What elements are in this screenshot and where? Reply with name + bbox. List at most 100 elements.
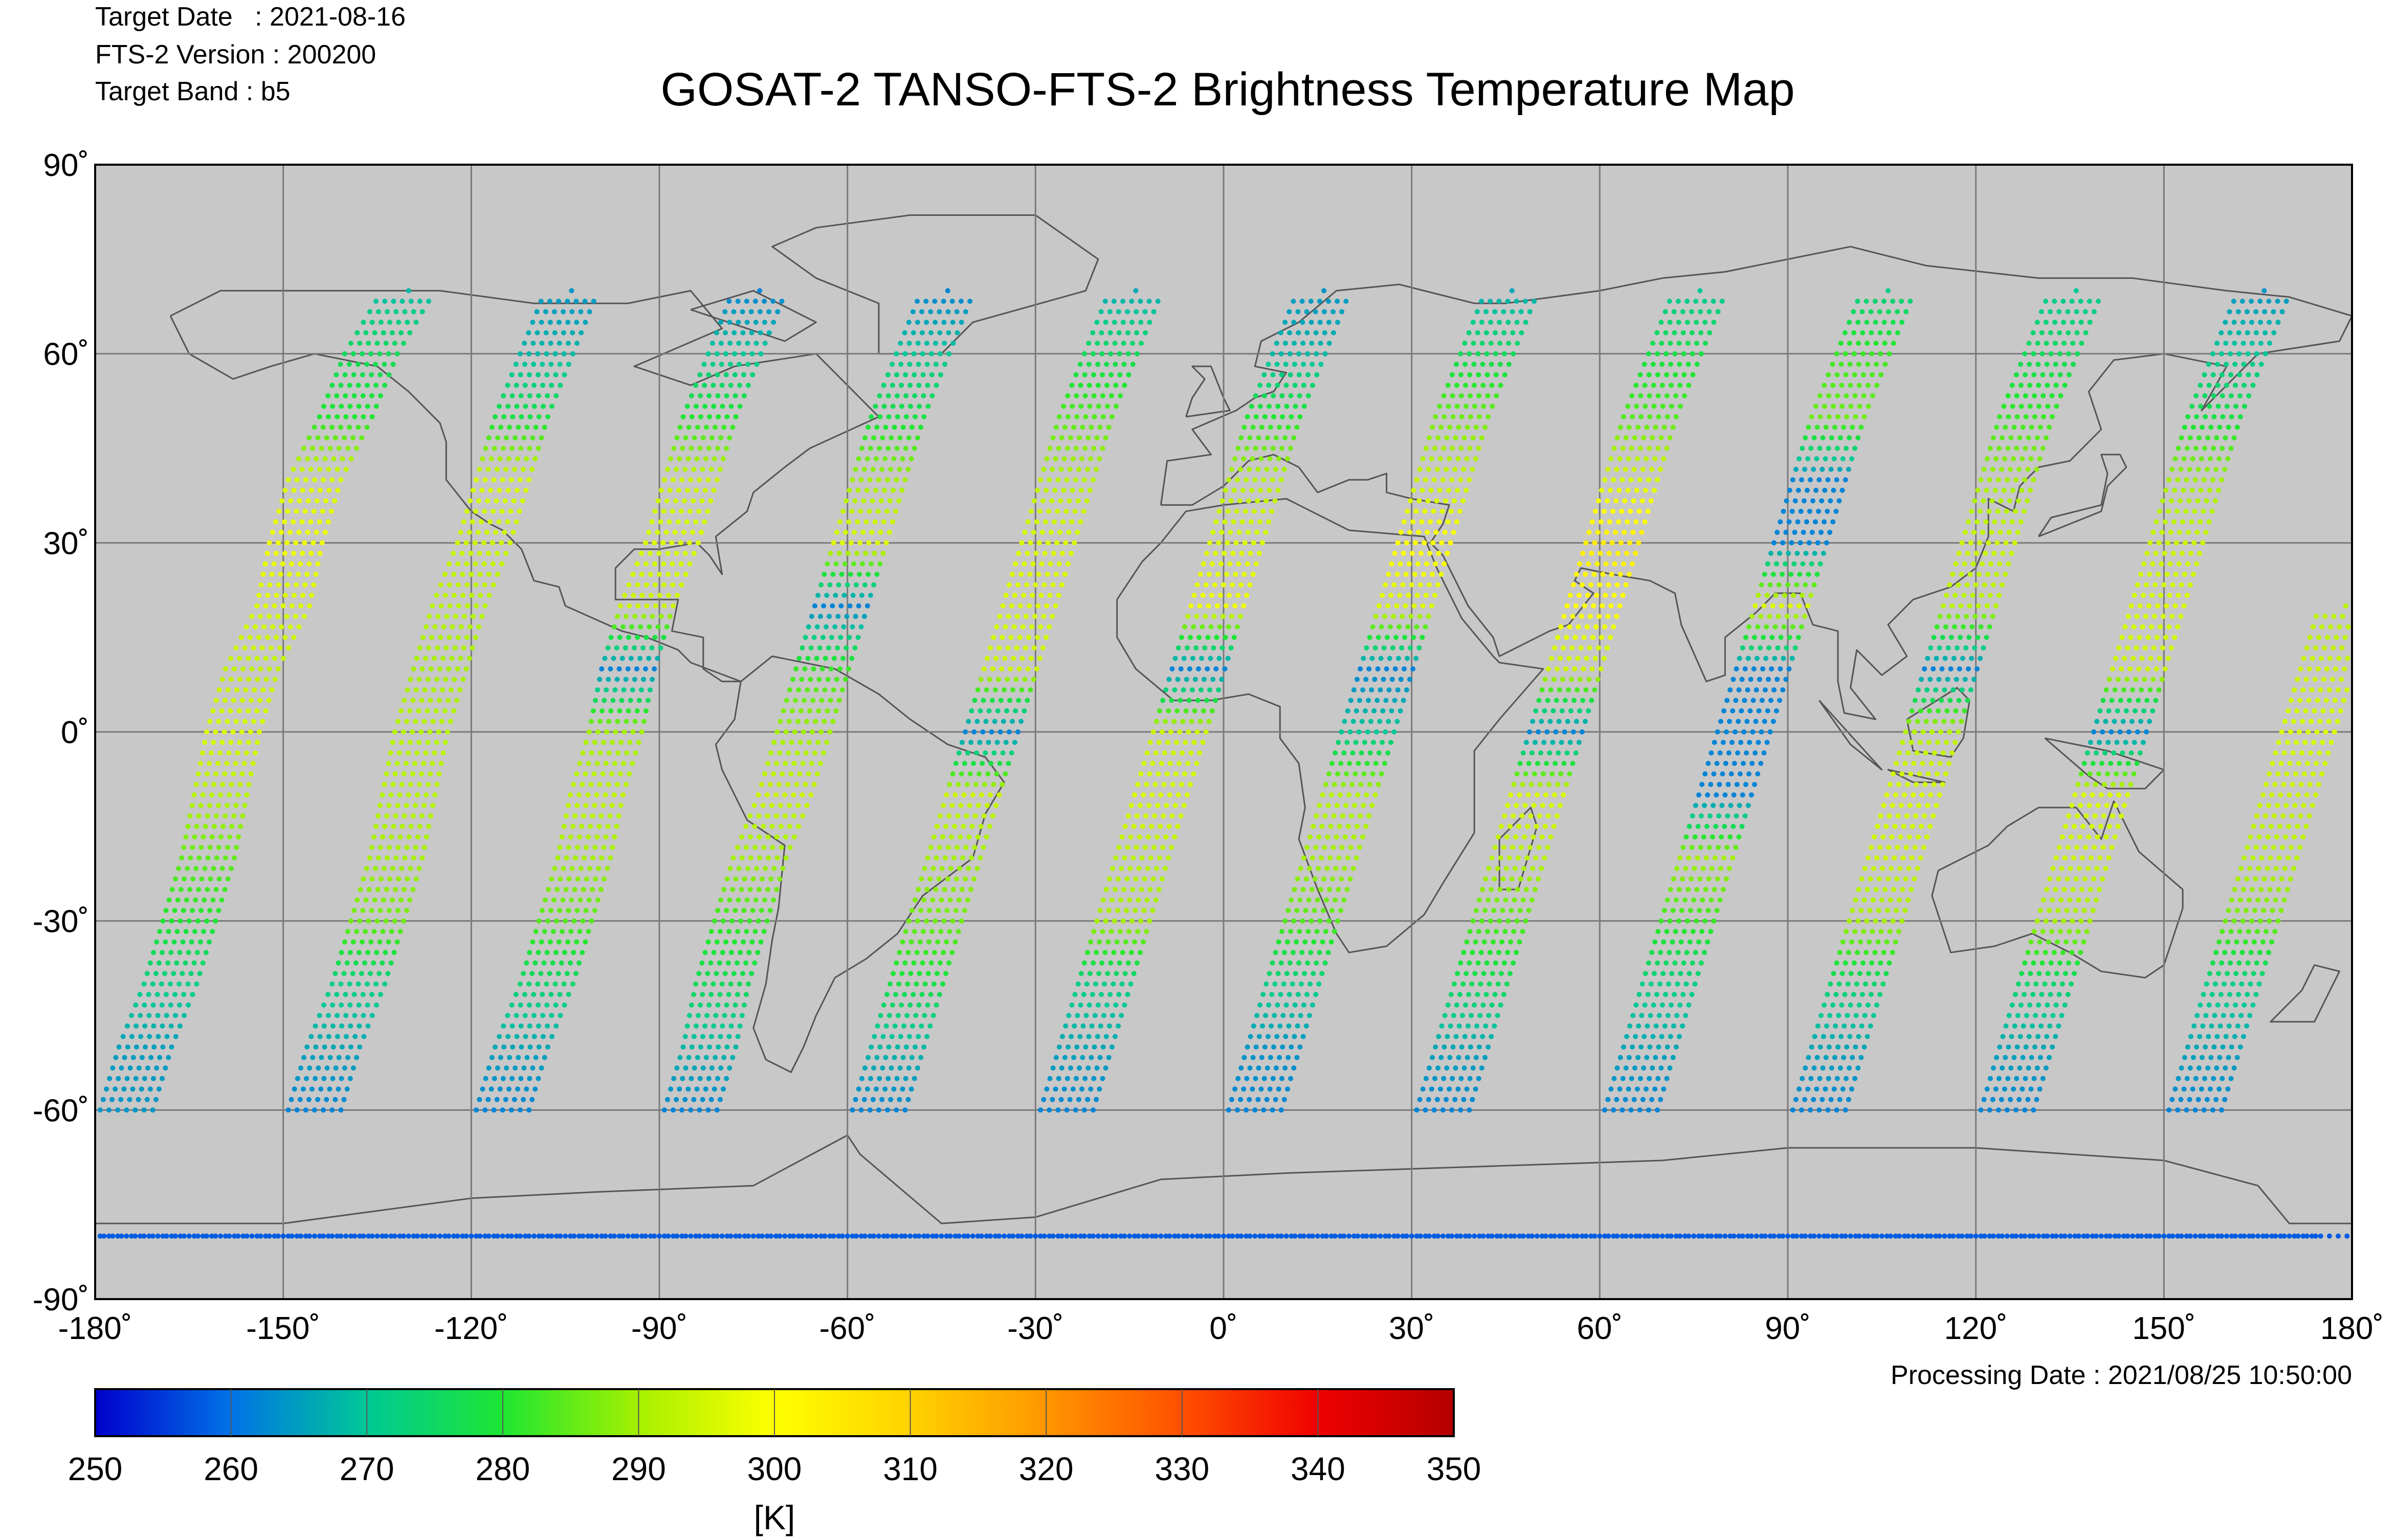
footprint-point [1612, 561, 1617, 566]
footprint-point [1787, 635, 1792, 640]
footprint-point [583, 803, 588, 808]
footprint-point [621, 761, 626, 766]
footprint-point [536, 950, 541, 955]
footprint-point [1502, 372, 1507, 377]
footprint-point [1096, 404, 1101, 409]
footprint-point [1869, 330, 1874, 336]
footprint-point [393, 813, 398, 818]
footprint-point [1296, 992, 1301, 997]
footprint-point [1432, 446, 1437, 451]
footprint-point [726, 992, 731, 997]
footprint-point [850, 477, 855, 482]
footprint-point [970, 792, 975, 797]
footprint-point [1047, 624, 1052, 630]
footprint-point [1494, 372, 1499, 377]
footprint-point [1097, 456, 1102, 461]
footprint-point [584, 877, 589, 882]
footprint-point [101, 1097, 106, 1102]
footprint-point [348, 1023, 353, 1029]
footprint-point [561, 330, 566, 336]
footprint-point [1267, 488, 1272, 493]
footprint-point [1467, 1107, 1472, 1112]
footprint-point [1151, 877, 1156, 882]
footprint-point [1059, 435, 1064, 440]
footprint-point [1180, 750, 1185, 755]
footprint-point [213, 729, 218, 734]
footprint-point [464, 635, 470, 640]
footprint-point [850, 624, 855, 630]
footprint-point [1487, 981, 1492, 987]
footprint-point [987, 677, 992, 682]
footprint-point [544, 981, 549, 987]
footprint-point [1232, 635, 1237, 640]
footprint-point [1653, 425, 1658, 430]
footprint-point [1602, 624, 1607, 630]
footprint-point [724, 414, 729, 419]
footprint-point [1759, 729, 1764, 734]
footprint-point [520, 498, 525, 503]
footprint-point [408, 740, 413, 745]
footprint-point [334, 372, 339, 377]
footprint-point [1655, 372, 1660, 377]
footprint-point [1115, 908, 1120, 913]
footprint-point [1275, 404, 1280, 409]
footprint-point [877, 414, 882, 419]
footprint-point [1548, 834, 1554, 839]
footprint-point [1501, 877, 1506, 882]
footprint-point [887, 530, 892, 535]
footprint-point [1649, 981, 1654, 987]
footprint-point [1117, 961, 1122, 966]
footprint-point [681, 414, 686, 419]
footprint-point [721, 456, 726, 461]
footprint-point [213, 771, 218, 776]
footprint-point [1223, 519, 1228, 524]
footprint-point [942, 887, 947, 892]
footprint-point [1326, 320, 1332, 325]
footprint-point [343, 393, 348, 398]
footprint-point [1364, 792, 1369, 797]
footprint-point [690, 1044, 695, 1050]
footprint-point [577, 834, 582, 839]
footprint-point [662, 604, 667, 609]
footprint-point [1327, 887, 1332, 892]
footprint-point [1683, 1013, 1688, 1018]
footprint-point [1030, 561, 1035, 566]
footprint-point [615, 677, 620, 682]
footprint-point [1148, 855, 1153, 860]
footprint-point [1280, 414, 1285, 419]
footprint-point [249, 771, 254, 776]
footprint-point [759, 351, 764, 356]
footprint-point [1807, 540, 1812, 545]
footprint-point [347, 1002, 352, 1008]
footprint-point [537, 1044, 542, 1050]
footprint-point [196, 771, 201, 776]
footprint-point [1056, 593, 1061, 598]
footprint-point [741, 940, 746, 945]
footprint-point [949, 834, 954, 839]
footprint-point [338, 1107, 343, 1112]
footprint-point [1430, 425, 1435, 430]
footprint-point [1249, 519, 1254, 524]
footprint-point [671, 446, 676, 451]
footprint-point [397, 750, 402, 755]
footprint-point [227, 792, 232, 797]
footprint-point [645, 604, 650, 609]
footprint-point [1185, 645, 1190, 651]
footprint-point [1633, 1002, 1638, 1008]
footprint-point [429, 635, 434, 640]
footprint-point [1007, 729, 1012, 734]
footprint-point [1538, 782, 1543, 787]
footprint-point [1652, 1086, 1657, 1091]
map-title: GOSAT-2 TANSO-FTS-2 Brightness Temperatu… [660, 63, 1794, 116]
footprint-point [1702, 803, 1707, 808]
footprint-point [498, 1055, 503, 1060]
footprint-point [1096, 1002, 1101, 1008]
footprint-point [1852, 372, 1857, 377]
footprint-point [546, 887, 551, 892]
footprint-point [184, 929, 189, 934]
footprint-point [1795, 519, 1801, 524]
footprint-point [1271, 1044, 1276, 1050]
footprint-point [1351, 834, 1357, 839]
footprint-point [1511, 813, 1516, 818]
footprint-point [389, 834, 394, 839]
